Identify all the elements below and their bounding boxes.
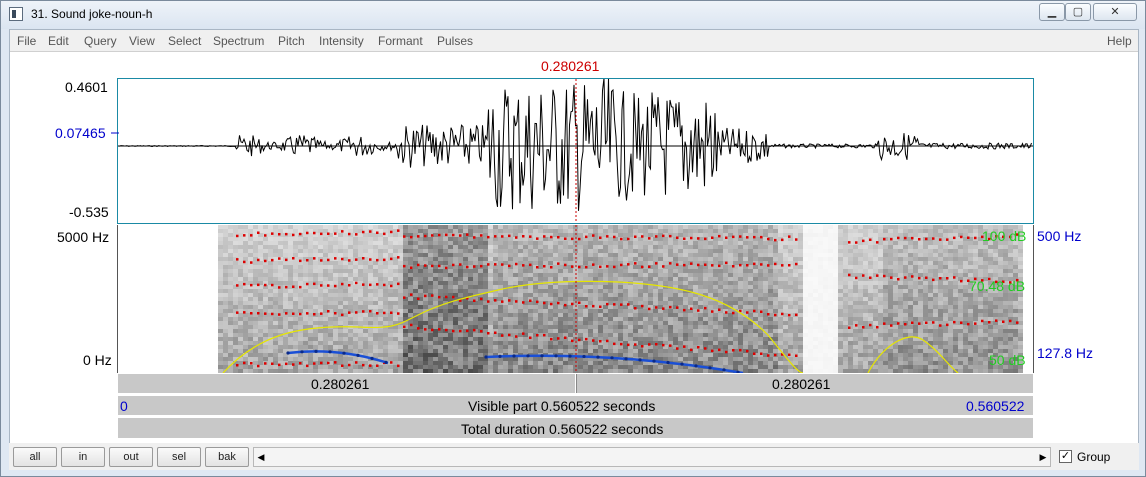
- visible-end-label: 0.560522: [966, 398, 1025, 414]
- waveform-zero-tick: [111, 132, 119, 134]
- right-half-duration: 0.280261: [772, 376, 831, 392]
- waveform-plot: [118, 79, 1033, 223]
- minimize-button[interactable]: ▁: [1039, 3, 1065, 21]
- pitch-value-label: 127.8 Hz: [1037, 345, 1094, 361]
- intensity-contour: [222, 280, 959, 373]
- scroll-right-icon[interactable]: ▶: [1039, 452, 1047, 462]
- total-duration-bar[interactable]: Total duration 0.560522 seconds: [117, 417, 1034, 439]
- pitch-contour-1: [287, 350, 389, 365]
- menu-query[interactable]: Query: [84, 34, 117, 48]
- waveform-panel[interactable]: [117, 78, 1034, 224]
- menu-bar: File Edit Query View Select Spectrum Pit…: [10, 30, 1138, 52]
- group-label: Group: [1077, 450, 1111, 464]
- total-duration-label: Total duration 0.560522 seconds: [461, 421, 664, 437]
- visible-start-label: 0: [120, 398, 128, 414]
- zoom-in-button[interactable]: in: [61, 447, 105, 467]
- spectrogram-panel[interactable]: [117, 225, 1034, 373]
- menu-pulses[interactable]: Pulses: [437, 34, 474, 48]
- waveform-cursor-value-label: 0.07465: [55, 125, 106, 141]
- visible-part-bar[interactable]: 0 Visible part 0.560522 seconds 0.560522: [117, 395, 1034, 416]
- spectrogram-freq-top-label: 5000 Hz: [57, 229, 110, 245]
- cursor-time-label: 0.280261: [541, 58, 600, 74]
- menu-edit[interactable]: Edit: [48, 34, 69, 48]
- bottom-control-bar: all in out sel bak ◀ ▶ ✓ Group: [9, 443, 1139, 470]
- intensity-max-label: 100 dB: [982, 228, 1027, 244]
- intensity-min-label: 50 dB: [989, 352, 1026, 368]
- zoom-out-button[interactable]: out: [109, 447, 153, 467]
- menu-formant[interactable]: Formant: [378, 34, 423, 48]
- app-icon: [9, 7, 23, 21]
- group-checkbox[interactable]: ✓: [1059, 450, 1072, 463]
- pitch-max-label: 500 Hz: [1037, 228, 1082, 244]
- menu-view[interactable]: View: [129, 34, 155, 48]
- menu-pitch[interactable]: Pitch: [278, 34, 305, 48]
- maximize-button[interactable]: ▢: [1065, 3, 1091, 21]
- selection-time-bar: 0.280261 0.280261: [117, 373, 1034, 394]
- left-half-segment[interactable]: 0.280261: [118, 374, 576, 393]
- spectrogram-plot: [218, 225, 1023, 373]
- spectrogram-freq-bottom-label: 0 Hz: [83, 352, 112, 368]
- zoom-back-button[interactable]: bak: [205, 447, 249, 467]
- visible-part-label: Visible part 0.560522 seconds: [468, 398, 656, 414]
- waveform-ymax-label: 0.4601: [65, 79, 108, 95]
- menu-intensity[interactable]: Intensity: [319, 34, 364, 48]
- menu-select[interactable]: Select: [168, 34, 202, 48]
- waveform-ymin-label: -0.535: [69, 204, 109, 220]
- scroll-left-icon[interactable]: ◀: [257, 452, 265, 462]
- intensity-value-label: 70.48 dB: [969, 278, 1026, 294]
- window-title: 31. Sound joke-noun-h: [31, 7, 153, 21]
- menu-spectrum[interactable]: Spectrum: [213, 34, 265, 48]
- left-half-duration: 0.280261: [311, 376, 370, 392]
- title-bar[interactable]: 31. Sound joke-noun-h ▁ ▢ ✕: [1, 1, 1145, 29]
- zoom-all-button[interactable]: all: [13, 447, 57, 467]
- zoom-selection-button[interactable]: sel: [157, 447, 201, 467]
- menu-file[interactable]: File: [17, 34, 37, 48]
- close-button[interactable]: ✕: [1093, 3, 1137, 21]
- menu-help[interactable]: Help: [1107, 34, 1132, 48]
- horizontal-scrollbar[interactable]: ◀ ▶: [253, 447, 1051, 467]
- right-half-segment[interactable]: 0.280261: [576, 374, 1034, 393]
